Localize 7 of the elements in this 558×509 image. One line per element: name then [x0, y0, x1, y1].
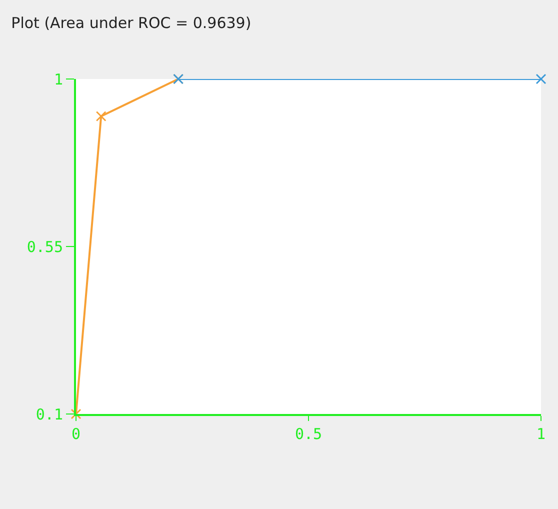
y-tick-label: 1 [54, 70, 63, 88]
y-tick-label: 0.1 [36, 405, 63, 424]
x-tick-label: 1 [536, 425, 546, 443]
chart-title: Plot (Area under ROC = 0.9639) [11, 14, 252, 32]
y-tick-label: 0.55 [26, 238, 63, 256]
x-tick-label: 0 [71, 425, 81, 443]
x-tick-label: 0.5 [294, 425, 322, 443]
